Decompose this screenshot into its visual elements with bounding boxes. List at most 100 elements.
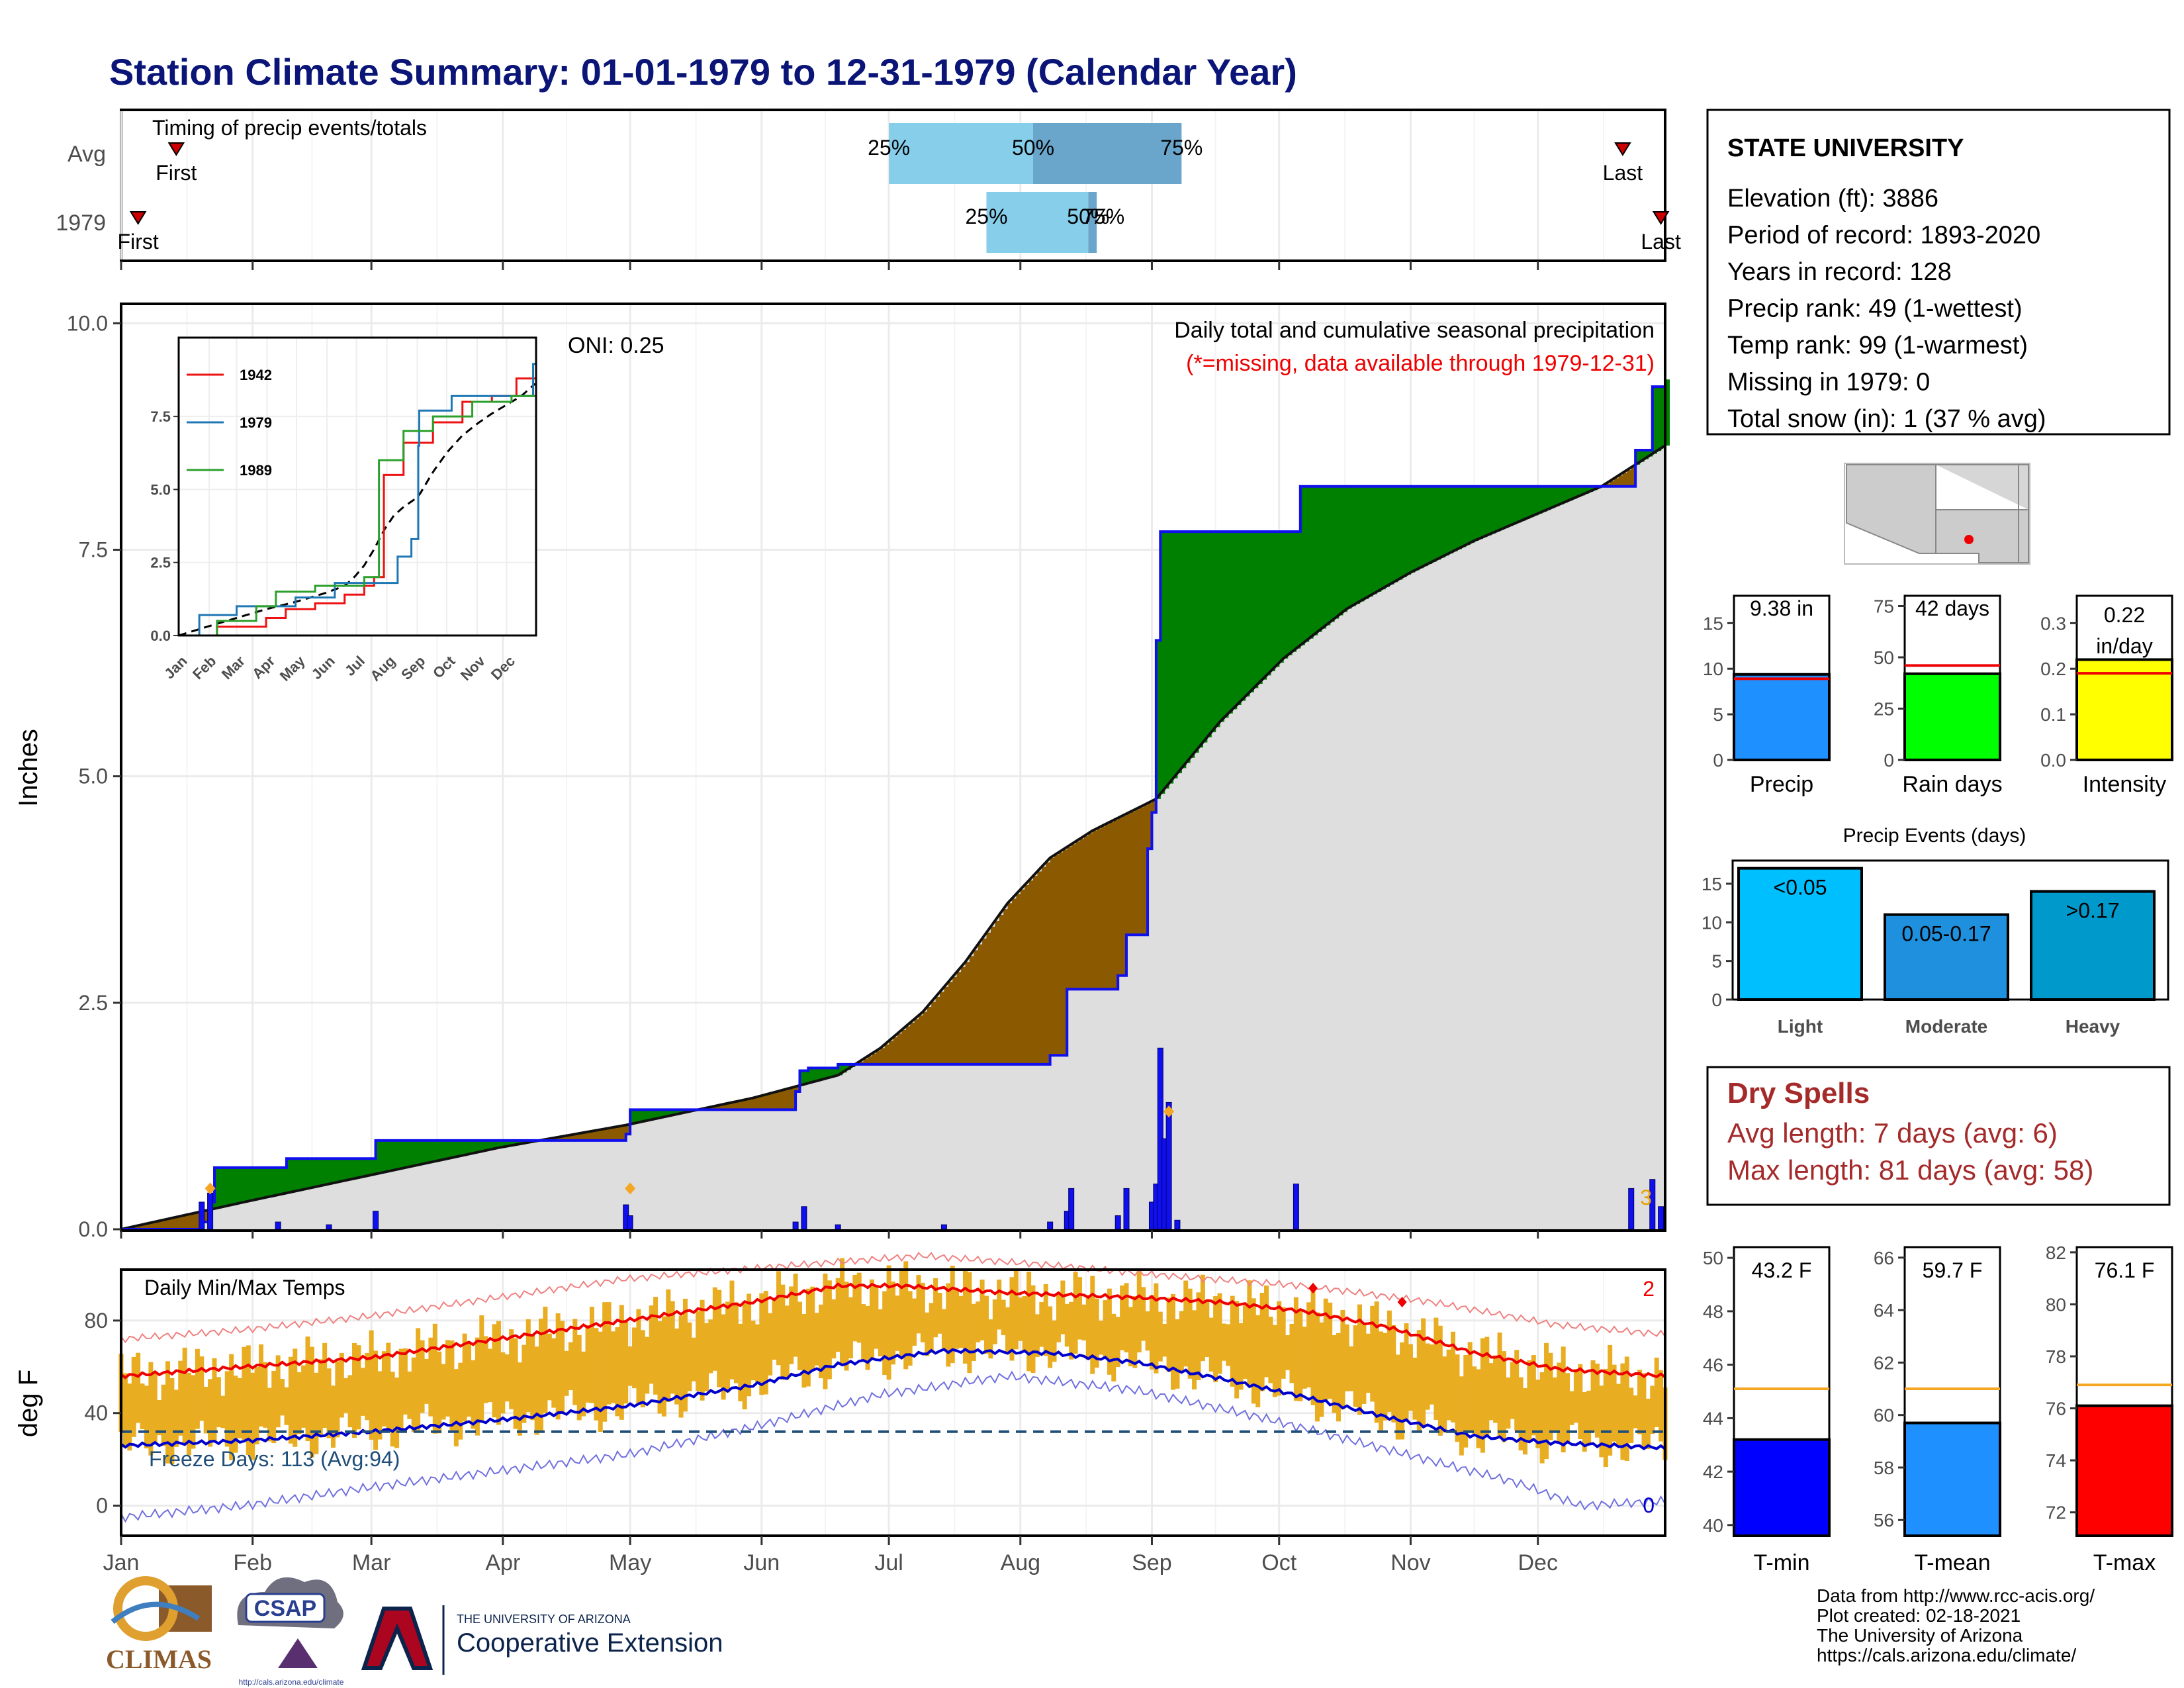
above-normal-strip — [460, 1140, 465, 1156]
above-normal-strip — [1266, 532, 1271, 676]
daily-temp-bar — [136, 1352, 141, 1423]
daily-temp-bar — [173, 1389, 179, 1447]
daily-temp-bar — [288, 1356, 293, 1444]
daily-temp-bar — [496, 1321, 501, 1425]
daily-temp-bar — [568, 1342, 573, 1391]
daily-temp-bar — [203, 1386, 208, 1434]
below-normal-strip — [604, 1129, 610, 1141]
daily-temp-bar — [937, 1292, 942, 1334]
above-normal-strip — [1428, 486, 1433, 564]
below-normal-strip — [625, 1125, 631, 1135]
below-normal-strip — [749, 1098, 754, 1110]
timing-row-label-1: 1979 — [56, 211, 106, 236]
daily-temp-bar — [1077, 1277, 1083, 1340]
daily-temp-bar — [1179, 1311, 1184, 1373]
above-normal-strip — [426, 1140, 432, 1164]
summary-value-1: 42 days — [1915, 596, 1989, 620]
daily-temp-bar — [882, 1291, 887, 1376]
daily-temp-bar — [1374, 1301, 1379, 1423]
above-normal-strip — [1567, 486, 1572, 501]
month-label-2: Mar — [352, 1550, 391, 1575]
precip-event-marker-2 — [1163, 1105, 1175, 1118]
inset-ytick-label-3: 7.5 — [150, 408, 171, 425]
above-normal-strip — [1652, 387, 1657, 454]
daily-temp-bar — [772, 1299, 777, 1360]
daily-temp-bar — [293, 1348, 298, 1447]
below-normal-strip — [1622, 473, 1627, 487]
daily-temp-bar — [1217, 1293, 1222, 1374]
daily-temp-bar — [1005, 1307, 1011, 1354]
below-normal-strip — [1618, 475, 1623, 487]
inset-legend-label-2: 1989 — [240, 462, 272, 479]
daily-temp-bar — [1056, 1292, 1061, 1342]
above-normal-strip — [1198, 532, 1203, 748]
event-bar-1 — [1884, 913, 2009, 1001]
daily-temp-bar — [661, 1316, 666, 1417]
daily-temp-bar — [874, 1286, 879, 1349]
daily-precip-bar-13 — [1068, 1188, 1075, 1230]
below-normal-strip — [715, 1105, 720, 1110]
daily-temp-bar — [1437, 1325, 1443, 1436]
above-normal-strip — [1474, 486, 1479, 541]
below-normal-strip — [770, 1093, 775, 1110]
above-normal-strip — [1457, 486, 1462, 549]
above-normal-strip — [659, 1109, 664, 1118]
above-normal-strip — [257, 1167, 262, 1199]
below-normal-strip — [592, 1131, 597, 1141]
below-normal-strip — [952, 976, 958, 1064]
daily-temp-bar — [717, 1289, 722, 1387]
events-tick-label-3: 15 — [1702, 874, 1722, 894]
daily-temp-bar — [976, 1301, 981, 1342]
above-normal-strip — [516, 1140, 521, 1145]
below-normal-strip — [736, 1102, 741, 1110]
daily-temp-bar — [691, 1337, 696, 1382]
below-normal-strip — [974, 950, 979, 1064]
above-normal-strip — [308, 1158, 313, 1189]
daily-precip-bar-8 — [801, 1206, 807, 1230]
above-normal-strip — [1160, 532, 1165, 794]
below-normal-strip — [935, 996, 940, 1064]
daily-temp-bar — [381, 1351, 387, 1427]
daily-temp-bar — [984, 1295, 989, 1354]
daily-temp-bar — [916, 1275, 921, 1334]
climas-logo: CLIMAS — [106, 1576, 212, 1674]
temp-tick-label-0-2: 44 — [1703, 1408, 1723, 1429]
daily-temp-bar — [844, 1282, 849, 1371]
above-normal-strip — [1584, 486, 1590, 494]
summary-tick-label-1-0: 0 — [1884, 750, 1894, 771]
above-normal-strip — [465, 1140, 470, 1155]
below-normal-strip — [574, 1134, 580, 1141]
daily-temp-bar — [467, 1341, 472, 1417]
daily-temp-bar — [1247, 1280, 1252, 1386]
daily-temp-bar — [708, 1319, 713, 1374]
below-normal-strip — [752, 1098, 758, 1110]
below-normal-strip — [1606, 483, 1611, 487]
precip-subtitle: Daily total and cumulative seasonal prec… — [1174, 318, 1655, 343]
above-normal-strip — [451, 1140, 457, 1158]
dry-spells-max: Max length: 81 days (avg: 58) — [1727, 1154, 2093, 1186]
daily-temp-bar — [878, 1309, 883, 1356]
above-normal-strip — [396, 1140, 402, 1170]
above-normal-strip — [439, 1140, 444, 1160]
timing-first-marker-0 — [167, 142, 185, 156]
above-normal-strip — [401, 1140, 406, 1169]
daily-temp-bar — [1637, 1370, 1643, 1434]
above-normal-strip — [1347, 486, 1352, 609]
temp-tick-label-0-1: 42 — [1703, 1462, 1723, 1482]
daily-temp-bar — [259, 1344, 264, 1427]
below-normal-strip — [1046, 862, 1051, 1064]
temp-tick-label-1-2: 60 — [1874, 1405, 1894, 1426]
above-normal-strip — [507, 1140, 512, 1147]
above-normal-strip — [1270, 532, 1275, 671]
above-normal-strip — [1648, 449, 1653, 457]
daily-temp-bar — [275, 1355, 281, 1428]
daily-temp-bar — [1654, 1357, 1659, 1427]
daily-temp-bar — [1379, 1331, 1384, 1431]
timing-first-label-1: First — [118, 230, 159, 254]
month-label-11: Dec — [1518, 1550, 1557, 1575]
above-normal-strip — [808, 1068, 813, 1084]
above-normal-strip — [236, 1167, 241, 1204]
above-normal-strip — [1643, 449, 1649, 459]
above-normal-strip — [350, 1158, 355, 1180]
